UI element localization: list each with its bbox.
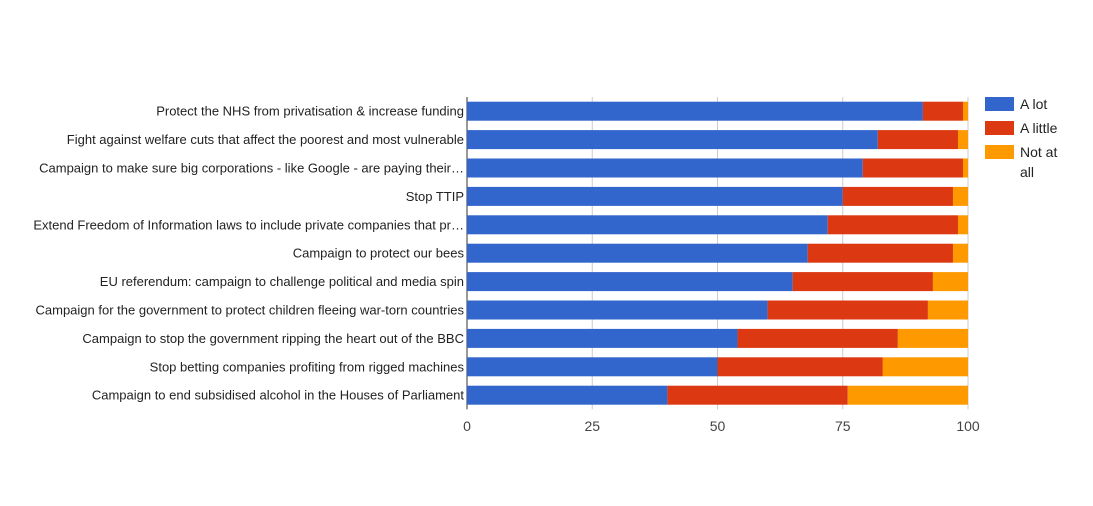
bar-segment-a-little[interactable] — [667, 385, 848, 405]
bars — [467, 101, 968, 405]
bar-segment-a-lot[interactable] — [467, 243, 808, 263]
category-label: Campaign to protect our bees — [293, 246, 465, 261]
category-label: Campaign to make sure big corporations -… — [39, 161, 464, 176]
category-label: EU referendum: campaign to challenge pol… — [100, 274, 464, 289]
category-label: Campaign to stop the government ripping … — [82, 331, 464, 346]
legend-label: A lot — [1020, 96, 1047, 112]
x-tick-label: 100 — [956, 418, 980, 434]
category-label: Campaign for the government to protect c… — [36, 303, 465, 318]
legend-swatch — [985, 97, 1014, 111]
bar-segment-a-lot[interactable] — [467, 300, 768, 320]
category-label: Stop betting companies profiting from ri… — [150, 359, 465, 374]
x-tick-label: 50 — [710, 418, 726, 434]
bar-segment-not-at-all[interactable] — [962, 158, 968, 178]
bar-segment-a-lot[interactable] — [467, 101, 923, 121]
legend-swatch — [985, 145, 1014, 159]
bar-segment-not-at-all[interactable] — [882, 357, 968, 377]
bar-segment-a-little[interactable] — [737, 328, 898, 348]
legend: A lot A little Not at all — [985, 96, 1058, 180]
bar-segment-a-little[interactable] — [862, 158, 963, 178]
bar-segment-a-lot[interactable] — [467, 130, 878, 150]
bar-segment-not-at-all[interactable] — [957, 130, 968, 150]
bar-segment-a-little[interactable] — [767, 300, 928, 320]
legend-label: A little — [1020, 120, 1058, 136]
category-labels: Protect the NHS from privatisation & inc… — [33, 104, 464, 403]
bar-segment-a-lot[interactable] — [467, 186, 843, 206]
category-label: Stop TTIP — [406, 189, 464, 204]
bar-segment-a-lot[interactable] — [467, 158, 863, 178]
bar-segment-not-at-all[interactable] — [962, 101, 968, 121]
bar-segment-not-at-all[interactable] — [952, 243, 968, 263]
bar-segment-not-at-all[interactable] — [932, 272, 968, 292]
x-axis-tick-labels: 0 25 50 75 100 — [463, 418, 980, 434]
bar-segment-a-lot[interactable] — [467, 215, 828, 235]
bar-segment-a-little[interactable] — [842, 186, 953, 206]
bar-segment-a-lot[interactable] — [467, 272, 793, 292]
category-label: Fight against welfare cuts that affect t… — [67, 132, 464, 147]
bar-segment-a-lot[interactable] — [467, 385, 668, 405]
category-label: Campaign to end subsidised alcohol in th… — [92, 388, 465, 403]
legend-swatch — [985, 121, 1014, 135]
category-label: Protect the NHS from privatisation & inc… — [156, 104, 464, 119]
bar-segment-not-at-all[interactable] — [897, 328, 968, 348]
bar-segment-a-little[interactable] — [827, 215, 958, 235]
bar-segment-a-lot[interactable] — [467, 357, 718, 377]
x-tick-label: 0 — [463, 418, 471, 434]
legend-label: Not at all — [1020, 144, 1057, 180]
bar-segment-a-little[interactable] — [717, 357, 883, 377]
bar-segment-a-little[interactable] — [922, 101, 963, 121]
bar-segment-a-little[interactable] — [792, 272, 933, 292]
bar-segment-a-lot[interactable] — [467, 328, 738, 348]
bar-segment-a-little[interactable] — [877, 130, 958, 150]
bar-segment-not-at-all[interactable] — [957, 215, 968, 235]
bar-segment-a-little[interactable] — [807, 243, 953, 263]
x-tick-label: 25 — [584, 418, 600, 434]
bar-segment-not-at-all[interactable] — [952, 186, 968, 206]
category-label: Extend Freedom of Information laws to in… — [33, 217, 464, 232]
x-tick-label: 75 — [835, 418, 851, 434]
bar-segment-not-at-all[interactable] — [847, 385, 968, 405]
bar-segment-not-at-all[interactable] — [927, 300, 968, 320]
